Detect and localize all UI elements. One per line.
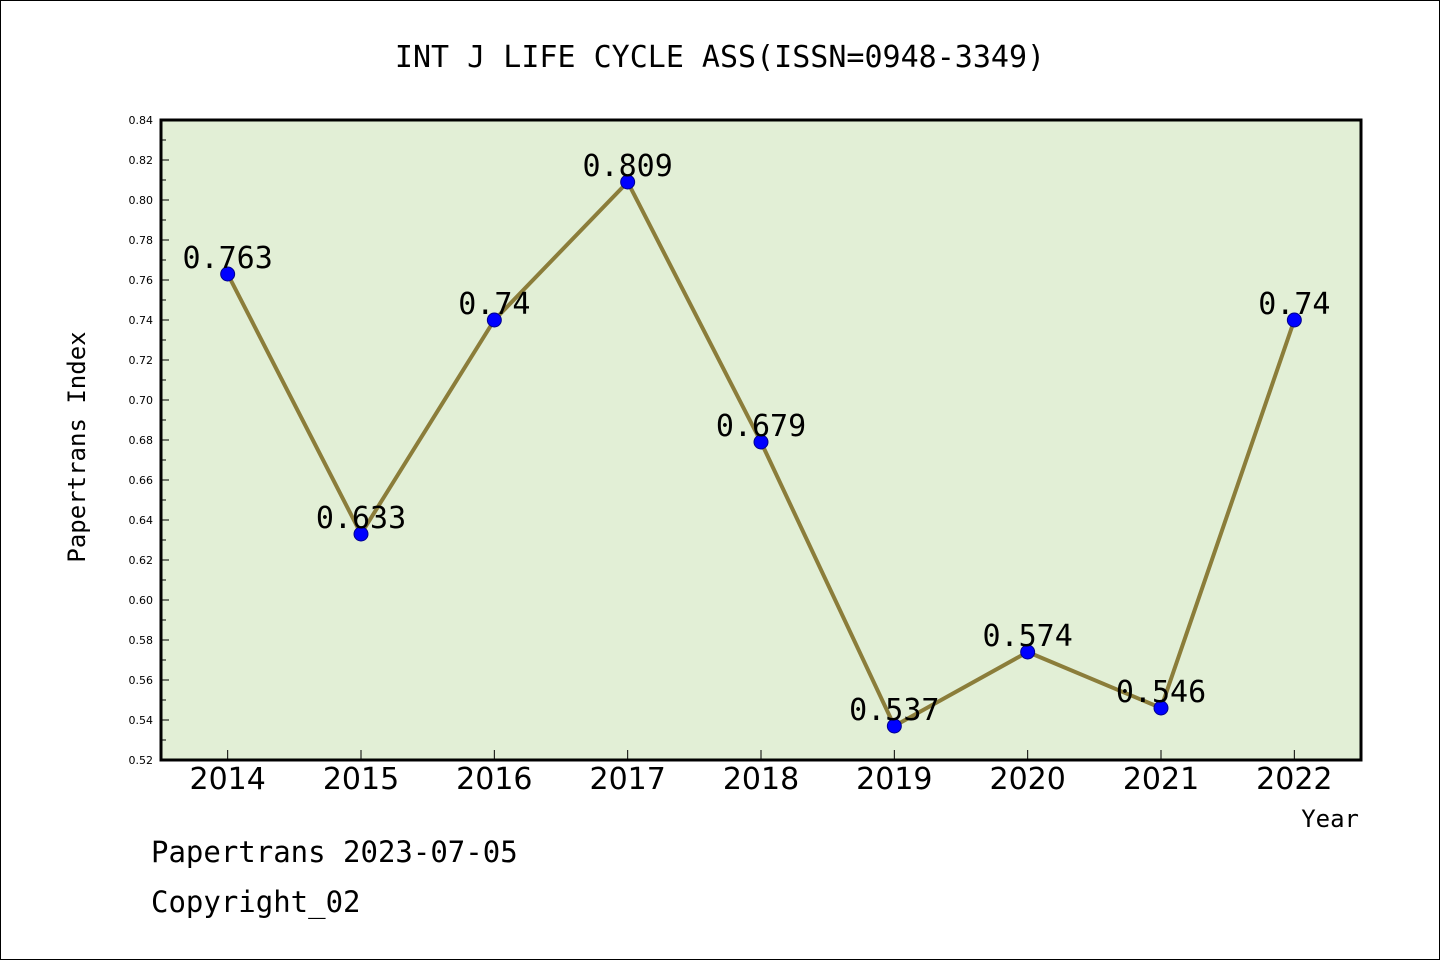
x-tick-label: 2022 [1256, 762, 1332, 797]
data-label: 0.633 [316, 501, 406, 536]
data-label: 0.74 [1258, 287, 1330, 322]
y-tick-label: 0.62 [129, 554, 154, 567]
data-point [886, 718, 902, 734]
data-point [1020, 644, 1036, 660]
plot-border [159, 118, 1363, 762]
data-point [486, 312, 502, 328]
x-tick-label: 2018 [723, 762, 799, 797]
y-tick-label: 0.84 [129, 114, 154, 127]
y-tick-label: 0.76 [129, 274, 154, 287]
data-label-layer: 0.763 0.633 0.74 0.809 0.679 0.537 0.574 0.546 0… [183, 149, 1331, 728]
footer-copyright: Copyright_02 [151, 885, 361, 919]
y-tick-label: 0.74 [129, 314, 154, 327]
x-tick-label: 2019 [856, 762, 932, 797]
data-label: 0.74 [458, 287, 530, 322]
data-label: 0.809 [583, 149, 673, 184]
x-axis: 2014 2015 2016 2017 2018 2019 2020 2021 2022 [189, 750, 1333, 797]
x-axis-label: Year [1301, 805, 1359, 833]
x-tick-label: 2014 [189, 762, 265, 797]
y-tick-label: 0.72 [129, 354, 154, 367]
data-point [1286, 312, 1302, 328]
y-tick-label: 0.56 [129, 674, 154, 687]
data-point [1153, 700, 1169, 716]
series-layer [220, 174, 1302, 734]
footer-date: Papertrans 2023-07-05 [151, 835, 518, 869]
data-label: 0.574 [983, 619, 1073, 654]
y-tick-label: 0.58 [129, 634, 154, 647]
y-tick-label: 0.52 [129, 754, 154, 767]
data-label: 0.546 [1116, 675, 1206, 710]
data-label: 0.679 [716, 409, 806, 444]
chart-title: INT J LIFE CYCLE ASS(ISSN=0948-3349) [395, 40, 1045, 75]
data-point [753, 434, 769, 450]
y-tick-label: 0.70 [129, 394, 154, 407]
x-tick-label: 2017 [589, 762, 665, 797]
y-axis: 0.52 0.54 0.56 0.58 0.60 0.62 0.64 0.66 0.68 0.70… [129, 114, 169, 767]
x-tick-label: 2021 [1123, 762, 1199, 797]
y-tick-label: 0.64 [129, 514, 154, 527]
y-tick-label: 0.80 [129, 194, 154, 207]
data-point [620, 174, 636, 190]
data-label: 0.537 [849, 693, 939, 728]
x-tick-label: 2016 [456, 762, 532, 797]
y-tick-label: 0.68 [129, 434, 154, 447]
data-point [220, 266, 236, 282]
data-label: 0.763 [183, 241, 273, 276]
y-tick-label: 0.54 [129, 714, 154, 727]
y-axis-label: Papertrans Index [63, 331, 91, 562]
y-tick-label: 0.60 [129, 594, 154, 607]
y-tick-label: 0.66 [129, 474, 154, 487]
y-tick-label: 0.78 [129, 234, 154, 247]
y-tick-label: 0.82 [129, 154, 154, 167]
x-tick-label: 2015 [323, 762, 399, 797]
data-point [353, 526, 369, 542]
x-tick-label: 2020 [989, 762, 1065, 797]
